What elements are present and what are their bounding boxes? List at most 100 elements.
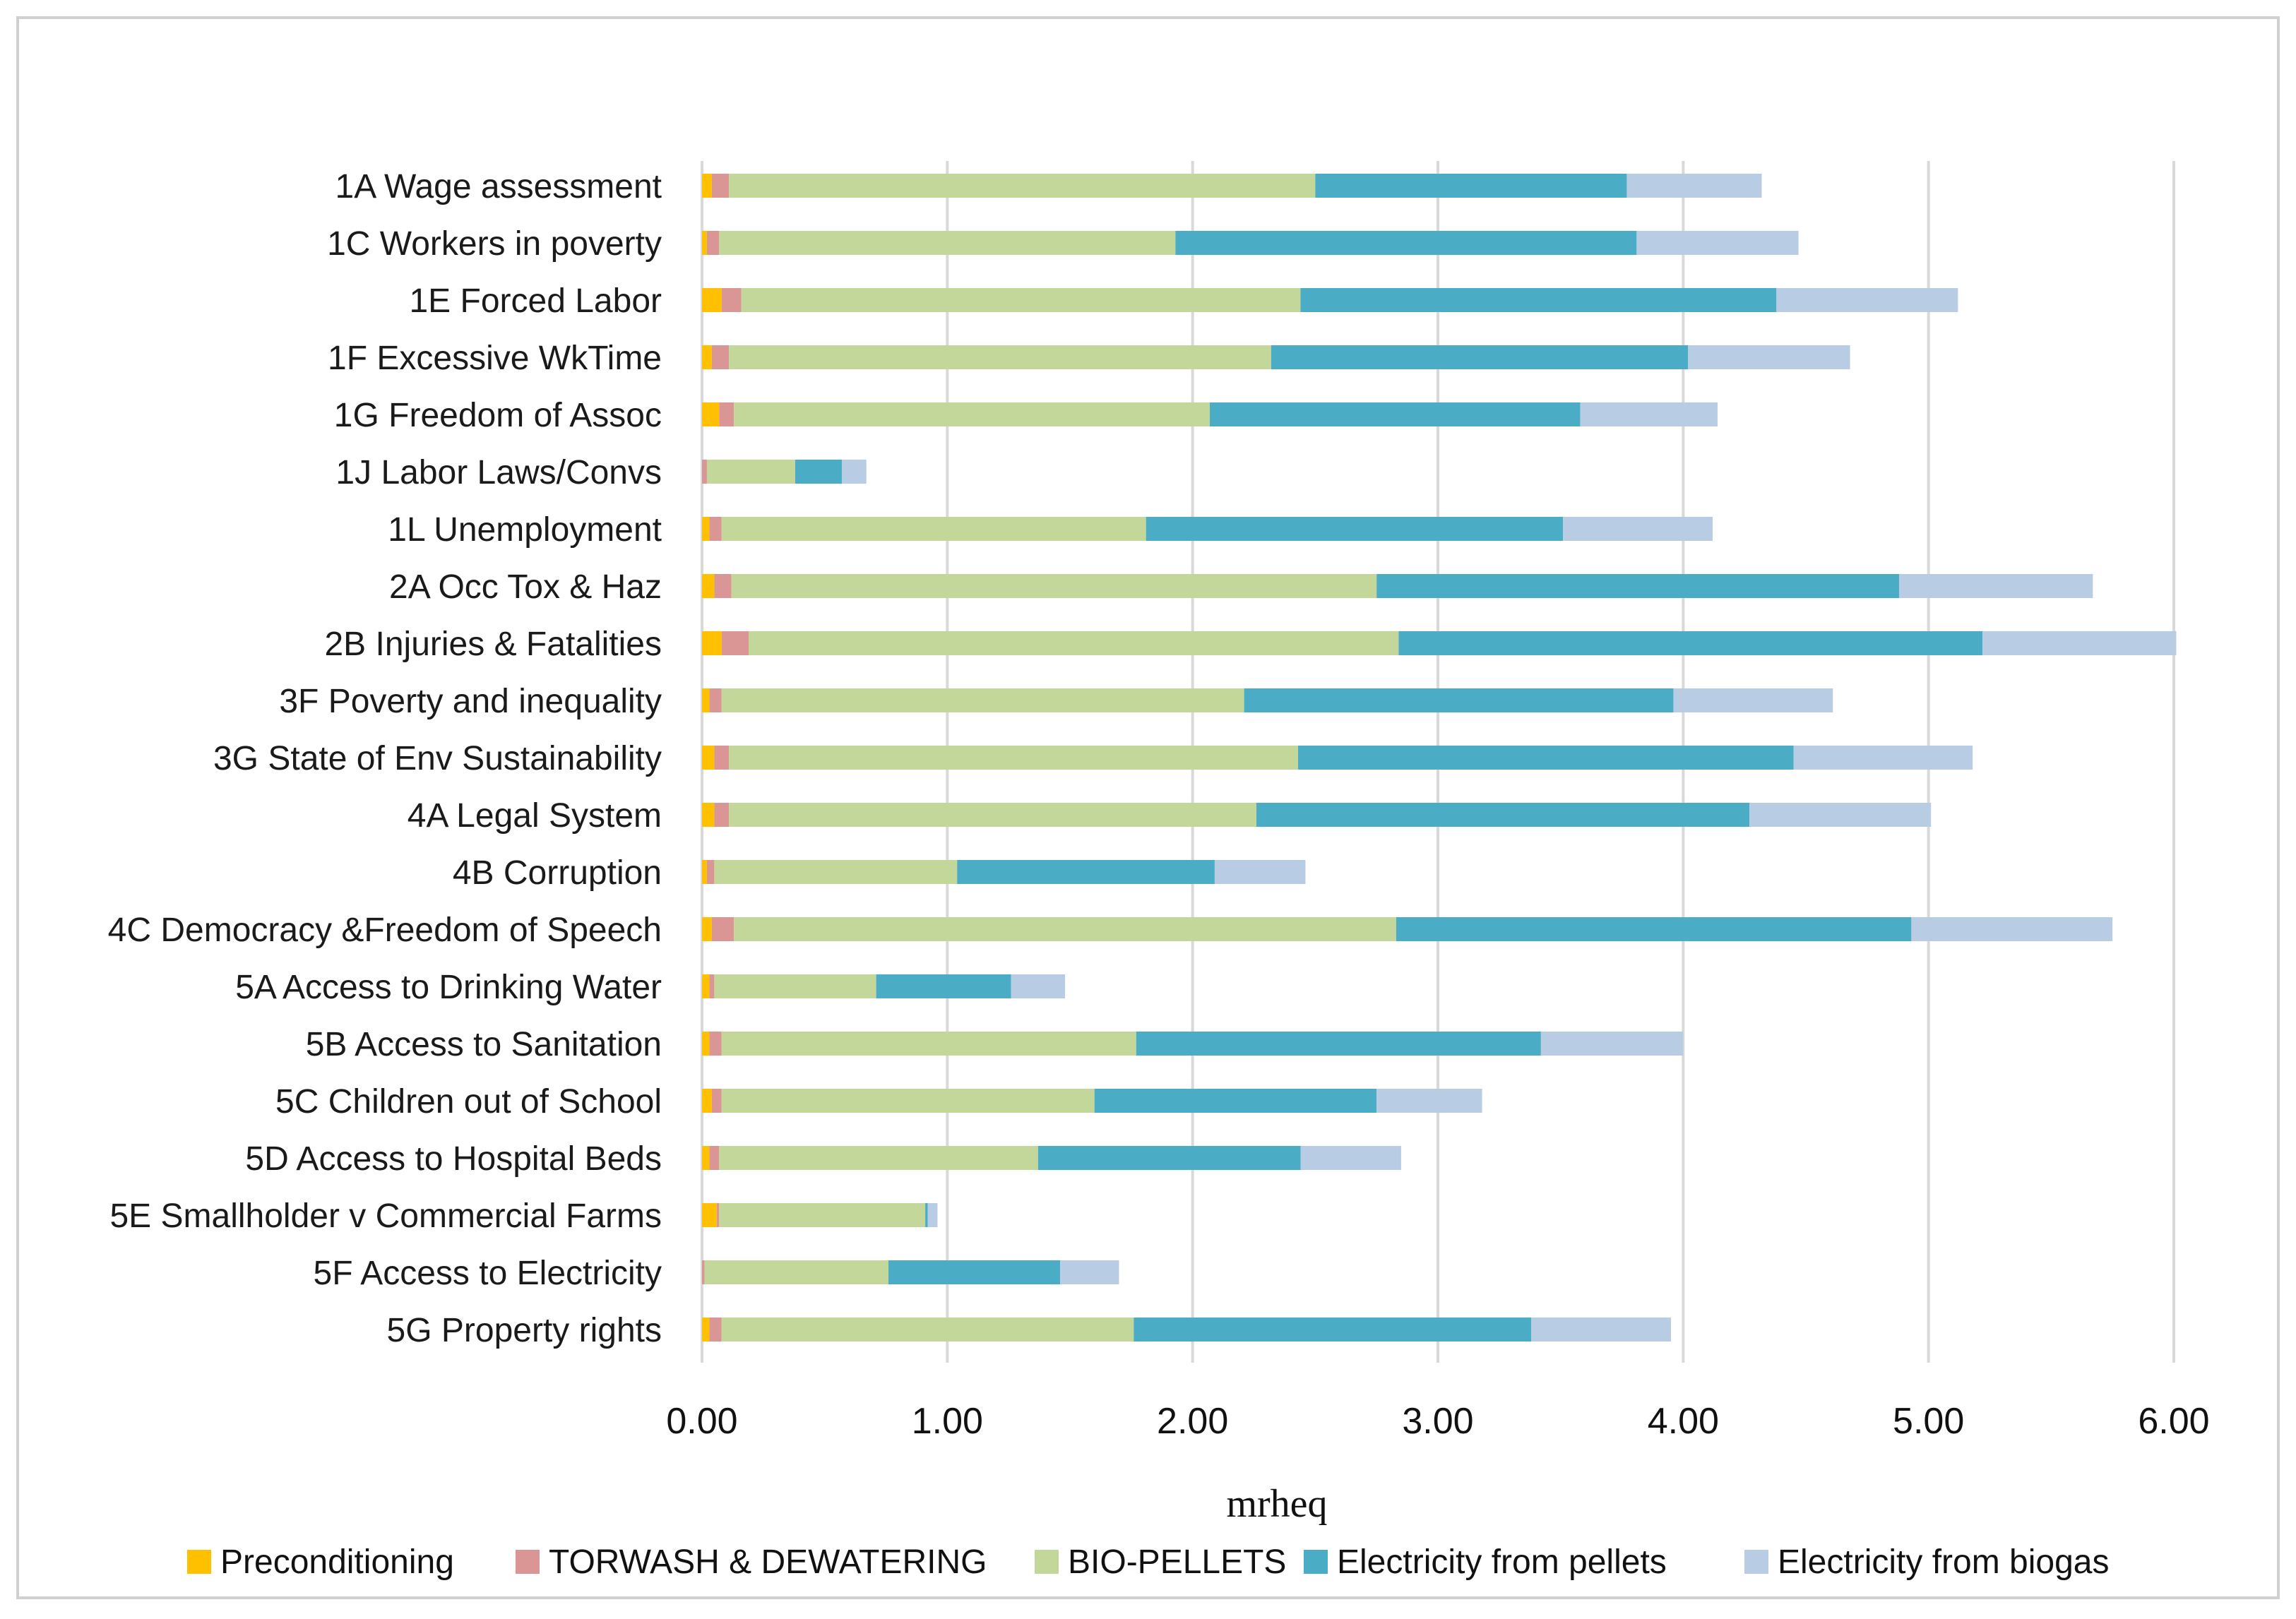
bar-segment-electricity-from-biogas [1688,345,1850,369]
bar-segment-preconditioning [702,174,712,198]
bar-segment-torwash-dewatering [711,174,730,198]
bar-segment-preconditioning [702,1203,717,1227]
category-label: 1C Workers in poverty [327,225,662,263]
bar-segment-bio-pellets [729,345,1271,369]
bar-segment-preconditioning [702,1146,710,1170]
bar-segment-bio-pellets [719,231,1176,255]
category-label: 3G State of Env Sustainability [213,740,662,777]
category-label: 5F Access to Electricity [314,1255,662,1292]
bar-segment-electricity-from-biogas [1636,231,1799,255]
bar-segment-electricity-from-biogas [1673,688,1833,712]
bar-segment-preconditioning [702,746,715,770]
bar-segment-torwash-dewatering [711,1089,722,1113]
bar-segment-bio-pellets [748,631,1399,655]
bar-segment-bio-pellets [704,1260,888,1284]
bar-segment-electricity-from-biogas [1563,517,1713,541]
bar-segment-bio-pellets [721,517,1146,541]
bar-segment-torwash-dewatering [714,803,730,827]
bars [702,174,2177,1342]
bar-segment-torwash-dewatering [702,1260,705,1284]
category-label: 5D Access to Hospital Beds [245,1140,662,1178]
bar-segment-bio-pellets [741,288,1301,312]
bar-segment-preconditioning [702,288,722,312]
bar-segment-electricity-from-pellets [1315,174,1627,198]
bar-segment-electricity-from-pellets [1094,1089,1377,1113]
bar-segment-preconditioning [702,1089,712,1113]
legend-swatch [1035,1550,1059,1574]
bar-segment-electricity-from-pellets [1298,746,1794,770]
bar-segment-preconditioning [702,917,712,941]
bar-segment-electricity-from-pellets [1256,803,1750,827]
bar-segment-electricity-from-biogas [1530,1318,1671,1342]
category-label: 3F Poverty and inequality [279,683,662,720]
x-tick-label: 2.00 [1157,1401,1228,1442]
bar-segment-bio-pellets [719,1203,926,1227]
bar-segment-torwash-dewatering [719,402,734,426]
category-label: 5A Access to Drinking Water [235,969,662,1006]
bar-segment-electricity-from-pellets [1146,517,1564,541]
bar-segment-preconditioning [702,631,722,655]
bar-segment-electricity-from-pellets [925,1203,928,1227]
legend-label: Electricity from pellets [1337,1543,1667,1581]
legend-swatch [187,1550,211,1574]
bar-segment-electricity-from-pellets [1244,688,1674,712]
category-label: 5G Property rights [387,1312,662,1349]
bar-segment-electricity-from-pellets [888,1260,1061,1284]
bar-segment-bio-pellets [734,402,1210,426]
bar-segment-electricity-from-biogas [1060,1260,1119,1284]
bar-segment-bio-pellets [714,974,876,998]
legend-label: TORWASH & DEWATERING [549,1543,987,1581]
x-tick-label: 6.00 [2138,1401,2209,1442]
x-tick-label: 3.00 [1402,1401,1473,1442]
category-label: 1G Freedom of Assoc [334,397,662,434]
bar-segment-torwash-dewatering [721,288,742,312]
bar-segment-electricity-from-biogas [1011,974,1066,998]
bar-segment-electricity-from-biogas [927,1203,938,1227]
bar-segment-electricity-from-pellets [957,860,1215,884]
category-labels: 1A Wage assessment 1C Workers in poverty 1… [108,168,662,1349]
bar-segment-electricity-from-pellets [1271,345,1689,369]
bar-segment-electricity-from-pellets [1300,288,1777,312]
x-tick-labels: 0.00 1.00 2.00 3.00 4.00 5.00 6.00 [666,1401,2209,1442]
x-tick-label: 5.00 [1893,1401,1964,1442]
bar-segment-electricity-from-biogas [1376,1089,1482,1113]
legend: Preconditioning TORWASH & DEWATERING BIO-P… [187,1543,2109,1581]
bar-segment-electricity-from-biogas [1214,860,1306,884]
bar-segment-bio-pellets [719,1146,1038,1170]
bar-segment-torwash-dewatering [709,974,715,998]
bar-segment-electricity-from-biogas [1300,1146,1401,1170]
bar-segment-electricity-from-pellets [1175,231,1637,255]
bar-segment-electricity-from-pellets [1209,402,1581,426]
bar-segment-electricity-from-biogas [1982,631,2177,655]
bar-segment-bio-pellets [721,688,1244,712]
category-label: 1F Excessive WkTime [328,340,662,377]
x-axis-title: mrheq [1226,1482,1327,1526]
bar-segment-torwash-dewatering [716,1203,720,1227]
bar-segment-preconditioning [702,574,715,598]
bar-segment-preconditioning [702,1032,710,1056]
bar-segment-bio-pellets [734,917,1396,941]
bar-segment-torwash-dewatering [706,231,720,255]
bar-segment-preconditioning [702,517,710,541]
x-tick-label: 0.00 [666,1401,737,1442]
legend-swatch [1744,1550,1768,1574]
category-label: 5E Smallholder v Commercial Farms [109,1197,662,1235]
x-tick-label: 1.00 [912,1401,983,1442]
category-label: 5B Access to Sanitation [306,1026,662,1063]
bar-segment-preconditioning [702,402,720,426]
bar-segment-preconditioning [702,1318,710,1342]
bar-segment-bio-pellets [714,860,958,884]
bar-segment-torwash-dewatering [711,345,730,369]
bar-segment-bio-pellets [721,1032,1136,1056]
bar-segment-electricity-from-biogas [1580,402,1718,426]
bar-segment-torwash-dewatering [702,460,707,484]
bar-segment-preconditioning [702,803,715,827]
bar-segment-bio-pellets [729,174,1316,198]
bar-segment-preconditioning [702,688,710,712]
bar-segment-torwash-dewatering [706,860,715,884]
bar-segment-torwash-dewatering [709,1318,722,1342]
bar-segment-torwash-dewatering [709,517,722,541]
bar-segment-preconditioning [702,345,712,369]
bar-segment-bio-pellets [731,574,1377,598]
category-label: 4B Corruption [453,854,662,892]
